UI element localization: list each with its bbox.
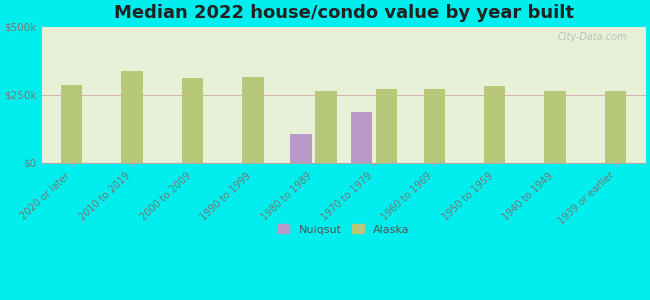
Bar <box>61 85 83 163</box>
Title: Median 2022 house/condo value by year built: Median 2022 house/condo value by year bu… <box>114 4 574 22</box>
Bar <box>242 77 264 163</box>
Text: City-Data.com: City-Data.com <box>558 32 628 42</box>
Bar <box>315 92 337 163</box>
Bar <box>182 78 203 163</box>
Bar <box>605 92 627 163</box>
Bar <box>122 71 143 163</box>
Bar <box>424 88 445 163</box>
Bar <box>376 89 397 163</box>
Bar <box>484 86 506 163</box>
Bar <box>350 112 372 163</box>
Legend: Nuiqsut, Alaska: Nuiqsut, Alaska <box>274 220 413 239</box>
Bar <box>290 134 311 163</box>
Bar <box>545 92 566 163</box>
